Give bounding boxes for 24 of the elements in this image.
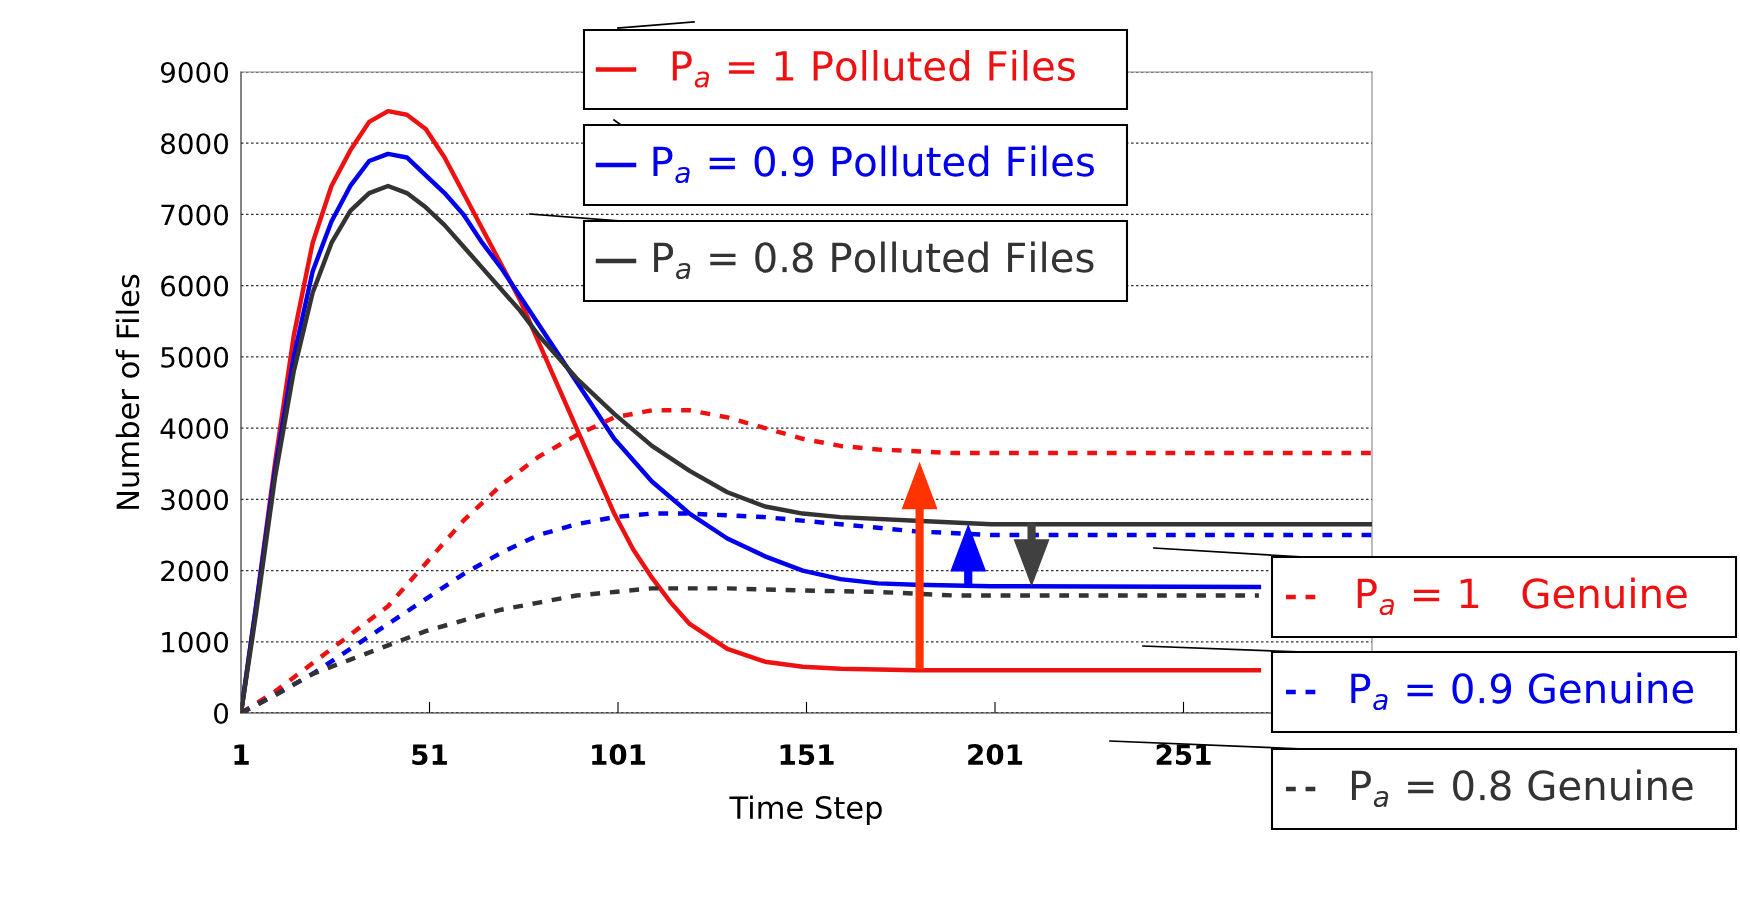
x-tick-label: 251: [1156, 744, 1211, 766]
y-tick-label: 2000: [161, 560, 229, 582]
x-tick-label: 1: [234, 744, 249, 765]
legend-label: P$_{a}$ = 0.9 Polluted Files: [653, 145, 1094, 184]
y-tick-label: 5000: [161, 346, 229, 368]
y-tick-label: 6000: [161, 275, 229, 297]
y-tick-label: 8000: [161, 133, 229, 155]
y-tick-label: 9000: [160, 61, 229, 83]
legend-label: P$_{a}$ = 0.8 Polluted Files: [654, 241, 1094, 280]
y-tick-label: 3000: [161, 489, 229, 511]
y-tick-label: 1000: [162, 631, 229, 653]
x-axis-title: Time Step: [729, 795, 882, 826]
x-tick-label: 201: [968, 744, 1023, 766]
legend-label: P$_{a}$ = 0.9 Genuine: [1351, 672, 1694, 711]
x-tick-label: 101: [592, 744, 646, 766]
legend-label: P$_{a}$ = 1 Genuine: [1357, 577, 1687, 616]
legend-label: P$_{a}$ = 0.8 Genuine: [1351, 769, 1693, 808]
y-axis-title: Number of Files: [115, 274, 140, 509]
y-tick-label: 4000: [160, 418, 229, 440]
x-tick-label: 151: [780, 744, 834, 766]
x-tick-label: 51: [412, 744, 447, 766]
legend-label: P$_{a}$ = 1 Polluted Files: [672, 50, 1075, 88]
y-tick-label: 0: [214, 702, 229, 724]
y-tick-label: 7000: [161, 204, 229, 226]
